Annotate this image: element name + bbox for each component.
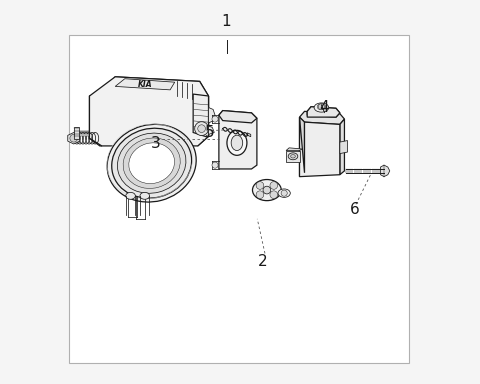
Ellipse shape [278, 189, 290, 197]
Text: KIA: KIA [137, 80, 152, 89]
Polygon shape [219, 111, 257, 169]
Circle shape [256, 182, 264, 189]
Ellipse shape [231, 135, 243, 151]
Ellipse shape [123, 138, 180, 189]
Text: 6: 6 [350, 202, 360, 217]
Ellipse shape [140, 192, 150, 199]
Polygon shape [247, 133, 251, 137]
Polygon shape [381, 165, 390, 177]
Polygon shape [340, 141, 348, 154]
Ellipse shape [112, 128, 192, 198]
Ellipse shape [227, 131, 247, 156]
Polygon shape [100, 77, 208, 108]
Circle shape [270, 191, 277, 199]
Polygon shape [340, 119, 345, 175]
Ellipse shape [291, 155, 295, 158]
Polygon shape [286, 148, 302, 151]
Ellipse shape [118, 133, 186, 193]
Ellipse shape [288, 153, 298, 160]
Polygon shape [68, 132, 80, 144]
Circle shape [195, 122, 208, 136]
Ellipse shape [314, 103, 329, 112]
Text: 5: 5 [204, 125, 214, 140]
Polygon shape [193, 94, 208, 137]
Polygon shape [89, 94, 102, 146]
Circle shape [212, 116, 218, 122]
Ellipse shape [126, 192, 135, 199]
Polygon shape [208, 126, 214, 134]
Ellipse shape [252, 180, 281, 200]
Circle shape [270, 182, 277, 189]
Circle shape [263, 186, 271, 194]
Polygon shape [307, 107, 340, 117]
Polygon shape [300, 117, 304, 177]
Polygon shape [208, 108, 215, 123]
Polygon shape [286, 151, 300, 162]
Polygon shape [115, 79, 175, 90]
Text: 1: 1 [222, 13, 231, 29]
Ellipse shape [107, 124, 196, 202]
Circle shape [318, 104, 324, 110]
Ellipse shape [317, 104, 325, 110]
Polygon shape [300, 117, 340, 177]
Circle shape [281, 190, 287, 196]
Circle shape [256, 191, 264, 199]
Circle shape [212, 162, 218, 168]
Text: 4: 4 [320, 100, 329, 115]
Polygon shape [80, 131, 89, 132]
Bar [69, 35, 409, 363]
Polygon shape [307, 107, 340, 117]
Polygon shape [198, 96, 208, 146]
Polygon shape [300, 111, 345, 124]
Circle shape [198, 125, 205, 132]
Ellipse shape [129, 143, 175, 184]
Circle shape [70, 134, 78, 142]
Polygon shape [89, 77, 208, 146]
Polygon shape [219, 111, 257, 123]
Polygon shape [80, 134, 89, 136]
Text: 3: 3 [151, 136, 160, 152]
Text: 2: 2 [258, 253, 268, 269]
Polygon shape [74, 127, 80, 139]
